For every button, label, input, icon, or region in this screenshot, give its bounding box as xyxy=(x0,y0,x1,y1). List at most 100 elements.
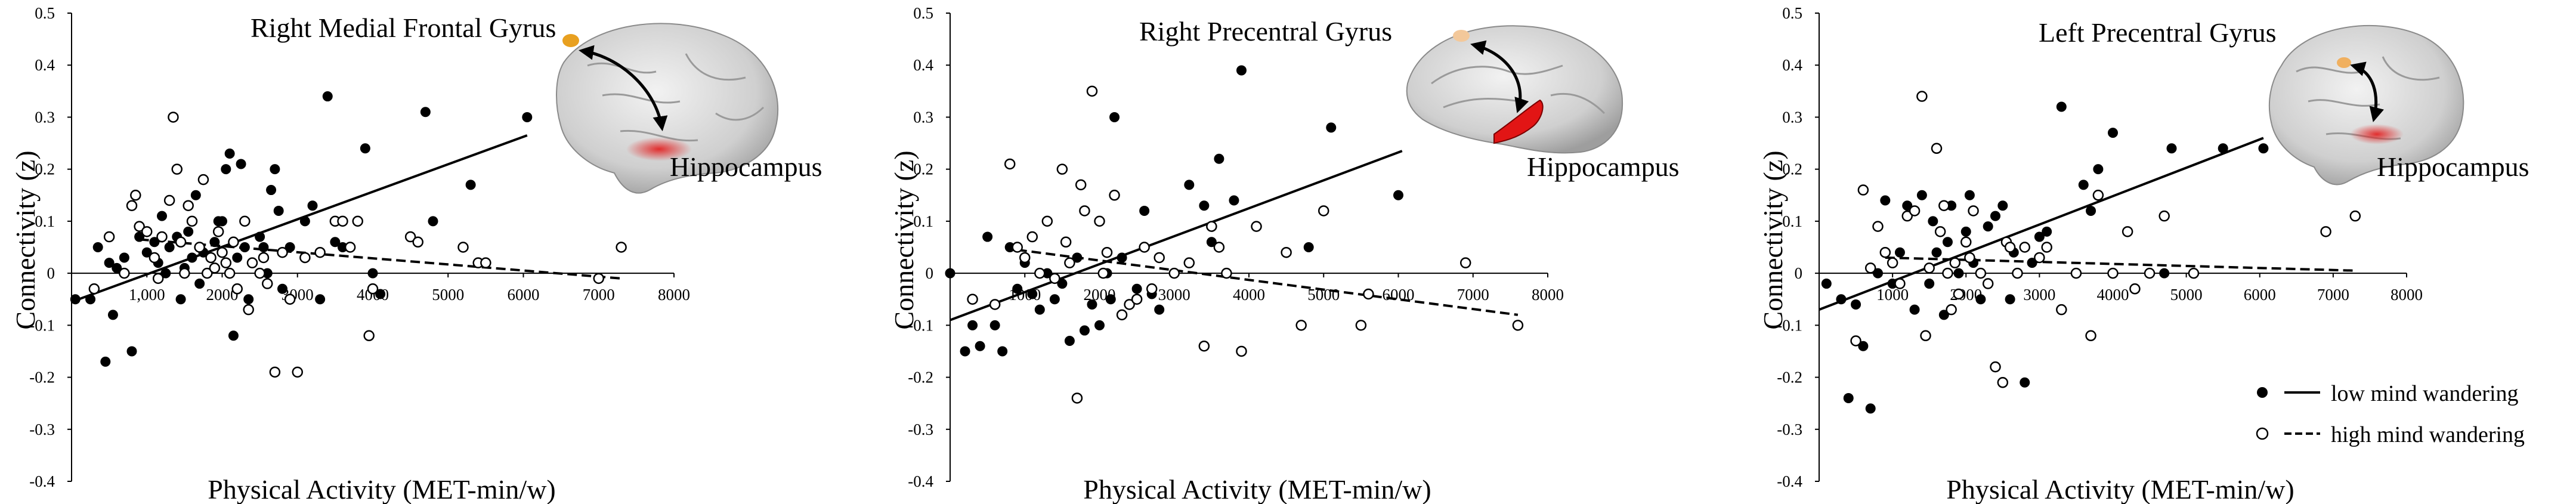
y-tick-label: -0.3 xyxy=(29,420,55,438)
data-point-low-mind-wandering xyxy=(1836,294,1847,305)
data-point-high-mind-wandering xyxy=(254,267,265,279)
y-tick-label: 0.1 xyxy=(1782,212,1802,230)
y-tick-label: -0.2 xyxy=(1777,369,1802,386)
data-point-low-mind-wandering xyxy=(1303,242,1314,252)
data-point-low-mind-wandering xyxy=(239,242,250,252)
data-point-low-mind-wandering xyxy=(1931,247,1942,258)
data-point-low-mind-wandering xyxy=(1057,279,1068,289)
data-point-high-mind-wandering xyxy=(1946,304,1957,316)
data-point-high-mind-wandering xyxy=(1206,221,1217,232)
data-point-high-mind-wandering xyxy=(277,246,288,258)
data-point-low-mind-wandering xyxy=(228,330,239,341)
data-point-high-mind-wandering xyxy=(412,236,423,248)
data-point-low-mind-wandering xyxy=(428,216,438,227)
data-point-low-mind-wandering xyxy=(1821,279,1832,289)
legend-label-high: high mind wandering xyxy=(2331,422,2525,447)
data-point-high-mind-wandering xyxy=(1850,335,1861,347)
data-point-high-mind-wandering xyxy=(1116,309,1128,321)
y-tick-label: 0 xyxy=(926,264,934,282)
data-point-high-mind-wandering xyxy=(1034,267,1046,279)
data-point-high-mind-wandering xyxy=(220,257,232,268)
x-tick-label: 5000 xyxy=(432,286,464,304)
data-point-high-mind-wandering xyxy=(1990,361,2001,373)
y-axis-title: Connectivity (z) xyxy=(889,150,919,329)
data-point-high-mind-wandering xyxy=(1512,320,1524,331)
data-point-high-mind-wandering xyxy=(2349,210,2361,222)
y-tick-label: -0.4 xyxy=(908,472,933,490)
data-point-low-mind-wandering xyxy=(1049,294,1060,305)
y-tick-label: -0.4 xyxy=(1777,472,1802,490)
data-point-high-mind-wandering xyxy=(202,267,213,279)
x-tick-label: 1000 xyxy=(1876,286,1909,304)
data-point-low-mind-wandering xyxy=(989,320,1000,330)
data-point-low-mind-wandering xyxy=(209,237,220,248)
x-tick-label: 7000 xyxy=(1457,286,1489,304)
data-point-low-mind-wandering xyxy=(1184,180,1195,190)
data-point-low-mind-wandering xyxy=(187,252,197,263)
data-point-high-mind-wandering xyxy=(1924,262,1935,274)
data-point-high-mind-wandering xyxy=(1982,278,1994,289)
data-point-low-mind-wandering xyxy=(1924,279,1935,289)
legend-marker-filled xyxy=(2257,387,2268,398)
data-point-low-mind-wandering xyxy=(375,289,386,299)
data-point-high-mind-wandering xyxy=(217,246,228,258)
data-point-high-mind-wandering xyxy=(1019,252,1031,264)
data-point-low-mind-wandering xyxy=(1064,336,1075,346)
data-point-high-mind-wandering xyxy=(1363,288,1374,300)
data-point-high-mind-wandering xyxy=(1049,273,1060,285)
data-point-low-mind-wandering xyxy=(1139,205,1150,216)
data-point-high-mind-wandering xyxy=(239,215,251,227)
data-point-low-mind-wandering xyxy=(307,200,318,211)
fit-line-high-mind-wandering xyxy=(139,238,621,280)
data-point-low-mind-wandering xyxy=(1851,299,1861,310)
x-tick-label: 4000 xyxy=(2097,286,2129,304)
data-point-low-mind-wandering xyxy=(1983,221,1993,232)
data-point-low-mind-wandering xyxy=(1236,65,1247,76)
data-point-low-mind-wandering xyxy=(1990,211,2000,221)
data-point-high-mind-wandering xyxy=(1026,231,1038,243)
data-point-low-mind-wandering xyxy=(284,242,295,252)
data-point-high-mind-wandering xyxy=(152,273,164,285)
region-label: Left Precentral Gyrus xyxy=(2039,17,2277,48)
data-point-low-mind-wandering xyxy=(266,185,277,196)
data-point-high-mind-wandering xyxy=(1942,267,1953,279)
region-label: Right Medial Frontal Gyrus xyxy=(251,13,556,43)
data-point-high-mind-wandering xyxy=(168,112,179,123)
fit-line-high-mind-wandering xyxy=(1885,256,2355,272)
data-point-low-mind-wandering xyxy=(1843,392,1854,403)
data-point-high-mind-wandering xyxy=(1012,242,1023,253)
data-point-high-mind-wandering xyxy=(2012,267,2023,279)
data-point-low-mind-wandering xyxy=(104,258,115,268)
data-point-high-mind-wandering xyxy=(1909,205,1921,217)
data-point-low-mind-wandering xyxy=(1942,237,1953,248)
data-point-low-mind-wandering xyxy=(92,242,103,252)
data-point-high-mind-wandering xyxy=(1879,246,1891,258)
data-point-low-mind-wandering xyxy=(2027,258,2037,268)
data-point-low-mind-wandering xyxy=(420,107,431,118)
data-point-high-mind-wandering xyxy=(1041,215,1053,227)
data-point-high-mind-wandering xyxy=(156,231,168,243)
data-point-low-mind-wandering xyxy=(522,112,533,122)
y-tick-label: -0.3 xyxy=(908,420,933,438)
data-point-low-mind-wandering xyxy=(126,346,137,357)
data-point-high-mind-wandering xyxy=(1097,267,1109,279)
data-point-high-mind-wandering xyxy=(228,236,239,248)
hippocampus-roi xyxy=(2350,124,2404,144)
data-point-high-mind-wandering xyxy=(2056,304,2067,316)
data-point-high-mind-wandering xyxy=(1146,283,1158,295)
data-point-low-mind-wandering xyxy=(1909,304,1920,315)
data-point-high-mind-wandering xyxy=(1864,262,1876,274)
data-point-low-mind-wandering xyxy=(360,143,370,154)
y-axis-title: Connectivity (z) xyxy=(10,150,41,329)
data-point-low-mind-wandering xyxy=(270,164,280,175)
data-point-high-mind-wandering xyxy=(175,236,187,248)
data-point-low-mind-wandering xyxy=(194,279,205,289)
data-point-high-mind-wandering xyxy=(480,257,491,268)
data-point-high-mind-wandering xyxy=(1213,242,1225,253)
x-tick-label: 7000 xyxy=(583,286,615,304)
precentral-roi xyxy=(2337,57,2351,68)
data-point-high-mind-wandering xyxy=(1056,163,1068,175)
y-tick-label: 0.5 xyxy=(35,4,55,22)
